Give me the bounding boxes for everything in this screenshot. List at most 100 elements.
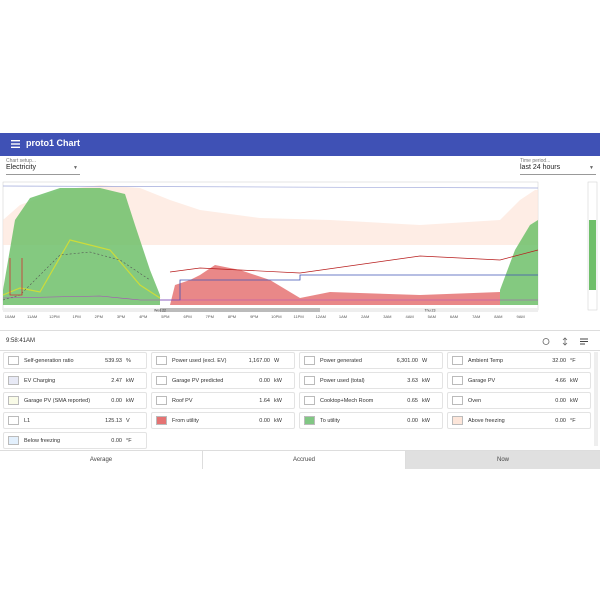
item-unit: kW: [422, 378, 430, 384]
value-cell[interactable]: Self-generation ratio 539.93%: [3, 352, 147, 369]
chart: 10AM 11AM 12PM 1PM 2PM 3PM 4PM 5PM 6PM 7PM 8PM 9PM 1…: [2, 181, 598, 319]
item-value: 0.00: [111, 438, 122, 444]
item-unit: V: [126, 418, 130, 424]
item-label: From utility: [172, 418, 199, 424]
item-unit: °F: [570, 358, 576, 364]
value-cell[interactable]: Ambient Temp 32.00 °F: [447, 352, 591, 369]
tab[interactable]: Accrued: [203, 450, 406, 469]
app-title: proto1 Chart: [26, 138, 80, 148]
tab[interactable]: Average: [0, 450, 203, 469]
item-value: 0.00: [259, 418, 270, 424]
value-cell[interactable]: Cooktop+Mech Room 0.65 kW: [299, 392, 443, 409]
value-cell[interactable]: Garage PV (SMA reported) 0.00 kW: [3, 392, 147, 409]
x-tick-label: 12PM: [49, 314, 59, 319]
item-value: 0.65: [407, 398, 418, 404]
item-value: 2.47: [111, 378, 122, 384]
expand-icon[interactable]: [562, 337, 568, 346]
color-swatch: [156, 396, 167, 405]
color-swatch: [8, 356, 19, 365]
value-cell[interactable]: Garage PV 4.66 kW: [447, 372, 591, 389]
item-unit: kW: [274, 378, 282, 384]
item-unit: kW: [126, 378, 134, 384]
x-tick-label: 6AM: [450, 314, 458, 319]
item-label: Above freezing: [468, 418, 505, 424]
value-cell[interactable]: Oven 0.00 kW: [447, 392, 591, 409]
app-bar: proto1 Chart: [0, 133, 600, 156]
list-icon[interactable]: [580, 338, 588, 345]
divider: [0, 330, 600, 331]
x-tick-label: 3AM: [383, 314, 391, 319]
item-label: Power used (excl. EV): [172, 358, 227, 364]
item-unit: °F: [126, 438, 132, 444]
value-cell[interactable]: From utility 0.00 kW: [151, 412, 295, 429]
value-cell[interactable]: EV Charging 2.47 kW: [3, 372, 147, 389]
item-value: 0.00: [111, 398, 122, 404]
x-tick-label: 11PM: [294, 314, 304, 319]
x-tick-label: 8PM: [228, 314, 236, 319]
value-cell[interactable]: Power generated 6,301.00 W: [299, 352, 443, 369]
item-unit: %: [126, 358, 131, 364]
item-label: Power generated: [320, 358, 362, 364]
item-label: Roof PV: [172, 398, 193, 404]
color-swatch: [156, 376, 167, 385]
chart-setup-select[interactable]: Chart setup... Electricity ▼: [6, 158, 80, 175]
item-label: Cooktop+Mech Room: [320, 398, 374, 404]
item-value: 3.63: [407, 378, 418, 384]
item-value: 1,167.00: [248, 358, 270, 364]
color-swatch: [452, 376, 463, 385]
x-tick-label: 12AM: [316, 314, 326, 319]
value-cell[interactable]: Roof PV 1.64 kW: [151, 392, 295, 409]
item-label: Oven: [468, 398, 482, 404]
item-value: 4.66: [555, 378, 566, 384]
x-tick-label: 8AM: [494, 314, 502, 319]
tab[interactable]: Now: [406, 450, 600, 469]
item-label: To utility: [320, 418, 340, 424]
color-swatch: [156, 356, 167, 365]
item-label: Self-generation ratio: [24, 358, 74, 364]
values-table: Self-generation ratio 539.93% Power used (…: [0, 350, 600, 449]
value-cell[interactable]: Power used (excl. EV) 1,167.00 W: [151, 352, 295, 369]
date-label: Thu 23: [425, 309, 436, 313]
current-time: 9:58:41AM: [6, 338, 36, 344]
toolbar-icons: [542, 337, 588, 346]
item-unit: kW: [126, 398, 134, 404]
color-swatch: [304, 376, 315, 385]
item-value: 6,301.00: [396, 358, 418, 364]
select-label: Time period...: [520, 158, 551, 164]
menu-icon[interactable]: [11, 140, 20, 148]
item-value: 125.13: [105, 418, 122, 424]
value-cell[interactable]: L1 125.13 V: [3, 412, 147, 429]
x-tick-label: 4AM: [405, 314, 413, 319]
item-value: 1.64: [259, 398, 270, 404]
color-swatch: [452, 356, 463, 365]
item-unit: kW: [422, 398, 430, 404]
color-swatch: [8, 396, 19, 405]
color-swatch: [8, 376, 19, 385]
item-value: 0.00: [555, 398, 566, 404]
item-unit: kW: [570, 398, 578, 404]
value-cell[interactable]: To utility 0.00 kW: [299, 412, 443, 429]
x-tick-label: 9PM: [250, 314, 258, 319]
x-tick-label: 10PM: [271, 314, 281, 319]
time-period-select[interactable]: Time period... last 24 hours ▼: [520, 158, 596, 175]
value-cell[interactable]: Below freezing 0.00 °F: [3, 432, 147, 449]
color-swatch: [304, 416, 315, 425]
x-tick-label: 6PM: [183, 314, 191, 319]
select-label: Chart setup...: [6, 158, 37, 164]
item-unit: W: [422, 358, 428, 364]
value-cell[interactable]: Power used (total) 3.63 kW: [299, 372, 443, 389]
select-value: Electricity: [6, 164, 36, 171]
value-cell[interactable]: Garage PV predicted 0.00 kW: [151, 372, 295, 389]
scrollbar[interactable]: [594, 352, 598, 446]
item-value: 0.00: [555, 418, 566, 424]
x-tick-label: 3PM: [117, 314, 125, 319]
refresh-icon[interactable]: [542, 338, 550, 345]
color-swatch: [452, 396, 463, 405]
color-swatch: [156, 416, 167, 425]
value-cell[interactable]: Above freezing 0.00 °F: [447, 412, 591, 429]
item-value: 539.93: [105, 358, 122, 364]
item-label: Garage PV predicted: [172, 378, 224, 384]
item-value: 0.00: [259, 378, 270, 384]
item-label: L1: [24, 418, 31, 424]
